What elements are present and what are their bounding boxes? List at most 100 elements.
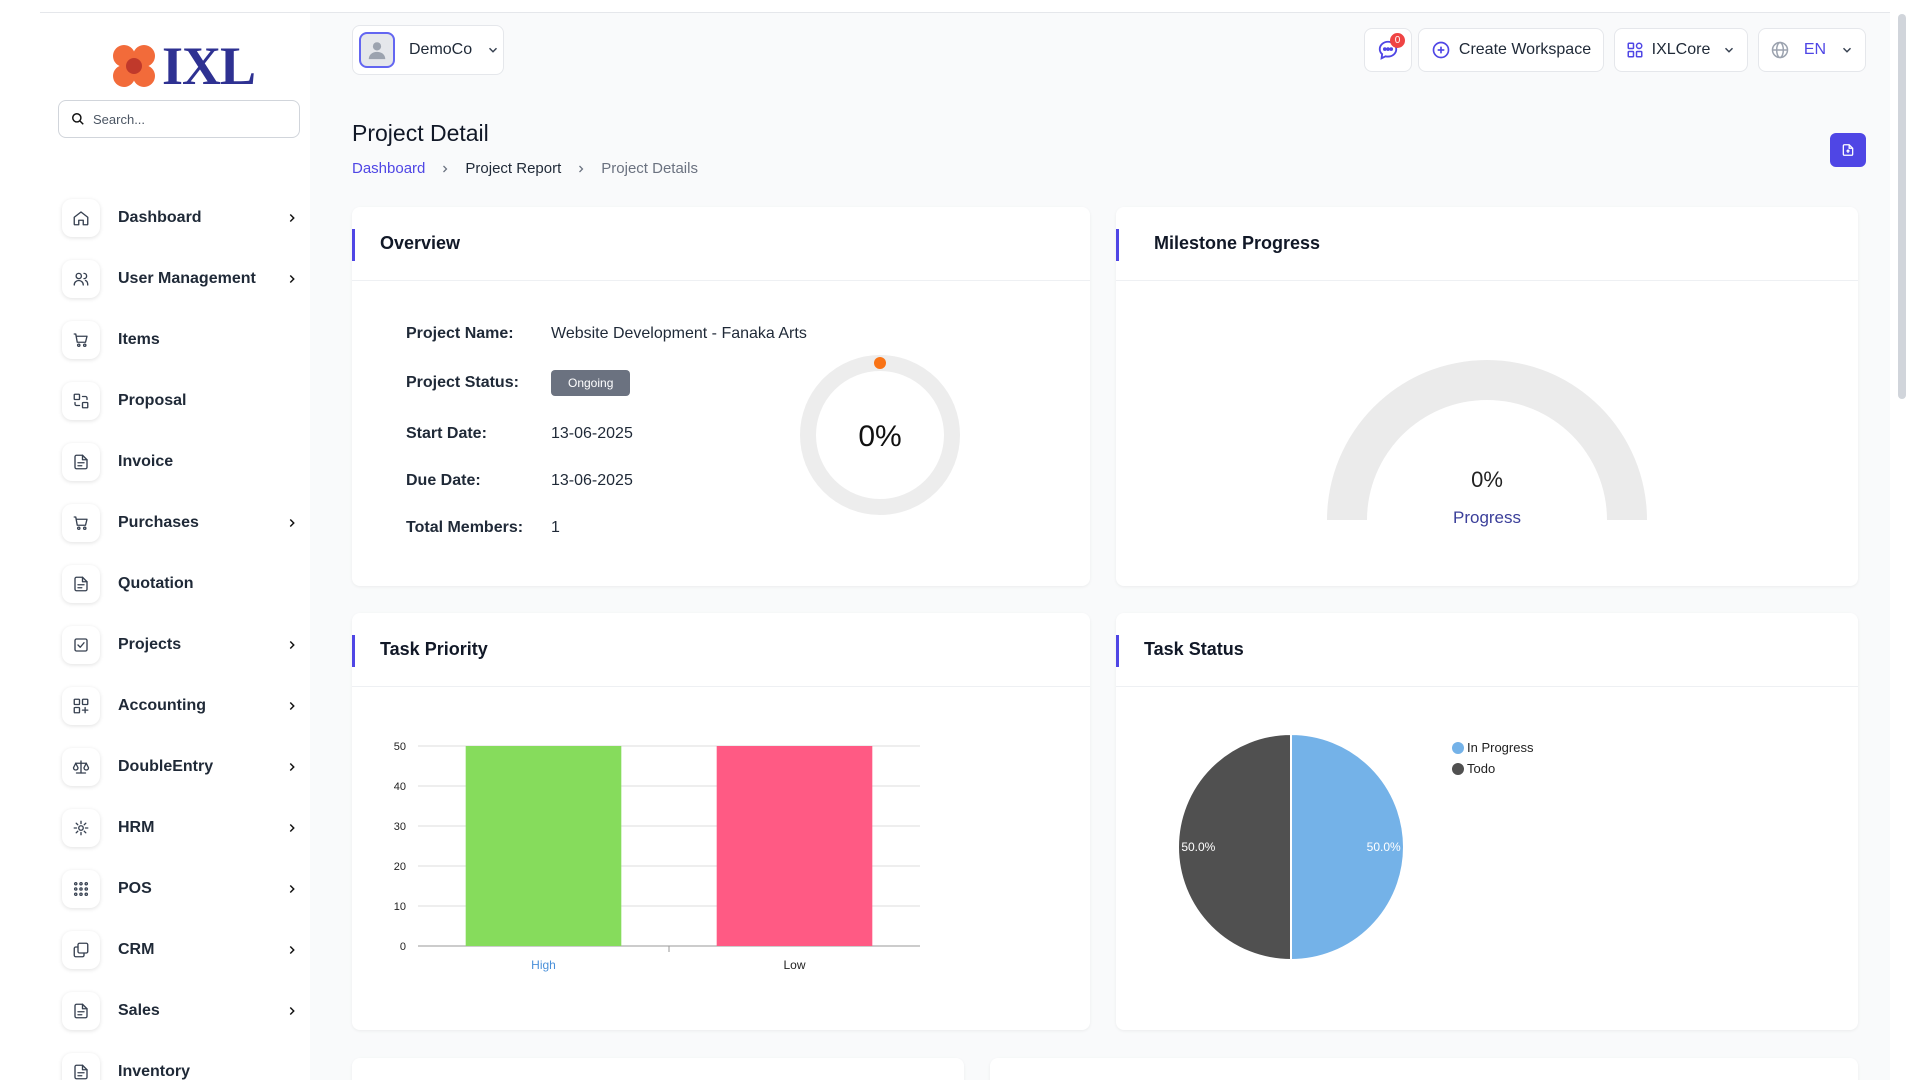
sidebar-item-label: User Management	[118, 269, 256, 287]
sidebar-nav: Dashboard User Management Items Proposal Inv…	[62, 187, 302, 1080]
page-title: Project Detail	[352, 120, 489, 146]
home-icon	[62, 198, 100, 237]
overview-row-project-name: Project Name: Website Development - Fana…	[406, 325, 807, 343]
user-avatar-icon	[368, 42, 386, 60]
cart-icon	[62, 503, 100, 542]
legend-marker	[1452, 741, 1464, 754]
sidebar-item-label: Inventory	[118, 1062, 191, 1080]
logo-petals-icon	[113, 45, 155, 87]
sidebar-item-label: Purchases	[118, 513, 199, 531]
overview-row-due-date: Due Date: 13-06-2025	[406, 472, 633, 490]
gauge-label: Progress	[1453, 508, 1521, 527]
sidebar-item-doubleentry[interactable]: DoubleEntry	[62, 736, 302, 797]
chevron-right-icon	[282, 513, 302, 533]
swap-icon	[62, 381, 100, 420]
users-icon	[62, 259, 100, 298]
sidebar-item-quotation[interactable]: Quotation	[62, 553, 302, 614]
sidebar-item-label: DoubleEntry	[118, 757, 214, 775]
sidebar-item-dashboard[interactable]: Dashboard	[62, 187, 302, 248]
chevron-right-icon	[282, 696, 302, 716]
milestone-title: Milestone Progress	[1154, 233, 1321, 253]
bottom-card-left	[352, 1058, 964, 1080]
logo[interactable]: IXL	[110, 35, 256, 97]
card-accent-bar	[352, 229, 355, 261]
task-status-title: Task Status	[1144, 639, 1244, 659]
sidebar-item-hrm[interactable]: HRM	[62, 797, 302, 858]
overview-card: Overview Project Name: Website Developme…	[352, 207, 1090, 586]
sidebar-item-proposal[interactable]: Proposal	[62, 370, 302, 431]
sidebar-item-sales[interactable]: Sales	[62, 980, 302, 1041]
sidebar-item-pos[interactable]: POS	[62, 858, 302, 919]
dots-grid-icon	[62, 869, 100, 908]
overview-label: Project Name:	[406, 325, 514, 342]
chevron-right-icon	[575, 163, 587, 175]
sidebar-item-accounting[interactable]: Accounting	[62, 675, 302, 736]
task-priority-card: Task Priority 0 10 20 30 40 50 High Low	[352, 613, 1090, 1030]
chevron-right-icon	[282, 818, 302, 838]
legend-item[interactable]: Todo	[1452, 761, 1533, 776]
sidebar-item-user-management[interactable]: User Management	[62, 248, 302, 309]
messages-button[interactable]: 0	[1364, 28, 1412, 72]
chevron-right-icon	[282, 940, 302, 960]
page-scrollbar[interactable]	[1898, 14, 1906, 399]
chat-icon	[1378, 40, 1398, 60]
chevron-down-icon	[1725, 47, 1734, 53]
workspace-avatar	[359, 32, 395, 68]
plus-circle-icon	[1432, 41, 1450, 59]
sidebar-item-projects[interactable]: Projects	[62, 614, 302, 675]
legend-item[interactable]: In Progress	[1452, 740, 1533, 755]
overview-label: Total Members:	[406, 519, 524, 536]
milestone-progress-card: Milestone Progress 0% Progress	[1116, 207, 1858, 586]
create-workspace-button[interactable]: Create Workspace	[1418, 28, 1604, 72]
file-export-icon	[1842, 144, 1854, 156]
y-tick-label: 50	[394, 741, 406, 753]
language-selector[interactable]: EN	[1758, 28, 1866, 72]
task-status-card: Task Status 50.0% 50.0% In Progress Todo	[1116, 613, 1858, 1030]
sidebar-item-invoice[interactable]: Invoice	[62, 431, 302, 492]
sidebar-item-items[interactable]: Items	[62, 309, 302, 370]
language-label: EN	[1803, 41, 1827, 58]
card-accent-bar	[352, 635, 355, 667]
chevron-right-icon	[282, 879, 302, 899]
progress-ring-indicator	[874, 357, 886, 369]
task-priority-card-header: Task Priority	[352, 613, 1090, 687]
chevron-down-icon	[489, 47, 498, 53]
task-status-card-header: Task Status	[1116, 613, 1858, 687]
search-input[interactable]	[93, 111, 283, 127]
bottom-card-right	[990, 1058, 1858, 1080]
sidebar-item-label: Quotation	[118, 574, 194, 592]
workspace-switcher[interactable]: DemoCo	[352, 25, 504, 75]
status-badge: Ongoing	[551, 370, 631, 396]
chevron-right-icon	[282, 1001, 302, 1021]
sidebar-item-label: Sales	[118, 1001, 160, 1019]
overview-value: 1	[551, 519, 560, 536]
project-progress-ring: 0%	[800, 355, 960, 515]
sidebar-item-purchases[interactable]: Purchases	[62, 492, 302, 553]
pie-slice-label: 50.0%	[1181, 840, 1215, 854]
y-tick-label: 0	[400, 941, 406, 953]
sidebar-item-label: Projects	[118, 635, 182, 653]
breadcrumb-dashboard-link[interactable]: Dashboard	[352, 160, 426, 177]
sidebar-item-label: Items	[118, 330, 160, 348]
bar-low	[716, 746, 873, 946]
task-priority-bar-chart: 0 10 20 30 40 50 High Low	[394, 741, 920, 972]
milestone-gauge: 0% Progress	[1327, 360, 1647, 527]
sidebar: IXL Dashboard User Management Items Proposa…	[40, 13, 310, 1080]
legend-marker	[1452, 762, 1464, 775]
grid-plus-icon	[62, 686, 100, 725]
breadcrumb: Dashboard Project Report Project Details	[352, 160, 698, 177]
overview-label: Due Date:	[406, 472, 481, 489]
overview-value: Website Development - Fanaka Arts	[551, 325, 807, 342]
breadcrumb-project-report[interactable]: Project Report	[465, 160, 562, 177]
export-button[interactable]	[1830, 133, 1866, 167]
search-box[interactable]	[58, 100, 300, 138]
pie-slice-in-progress	[1290, 732, 1405, 962]
overview-value: 13-06-2025	[551, 425, 633, 442]
layers-icon	[62, 930, 100, 969]
sidebar-item-crm[interactable]: CRM	[62, 919, 302, 980]
app-switcher[interactable]: IXLCore	[1614, 28, 1748, 72]
sidebar-item-inventory[interactable]: Inventory	[62, 1041, 302, 1080]
document-icon	[62, 1052, 100, 1080]
overview-label: Project Status:	[406, 374, 519, 391]
overview-row-start-date: Start Date: 13-06-2025	[406, 425, 633, 443]
